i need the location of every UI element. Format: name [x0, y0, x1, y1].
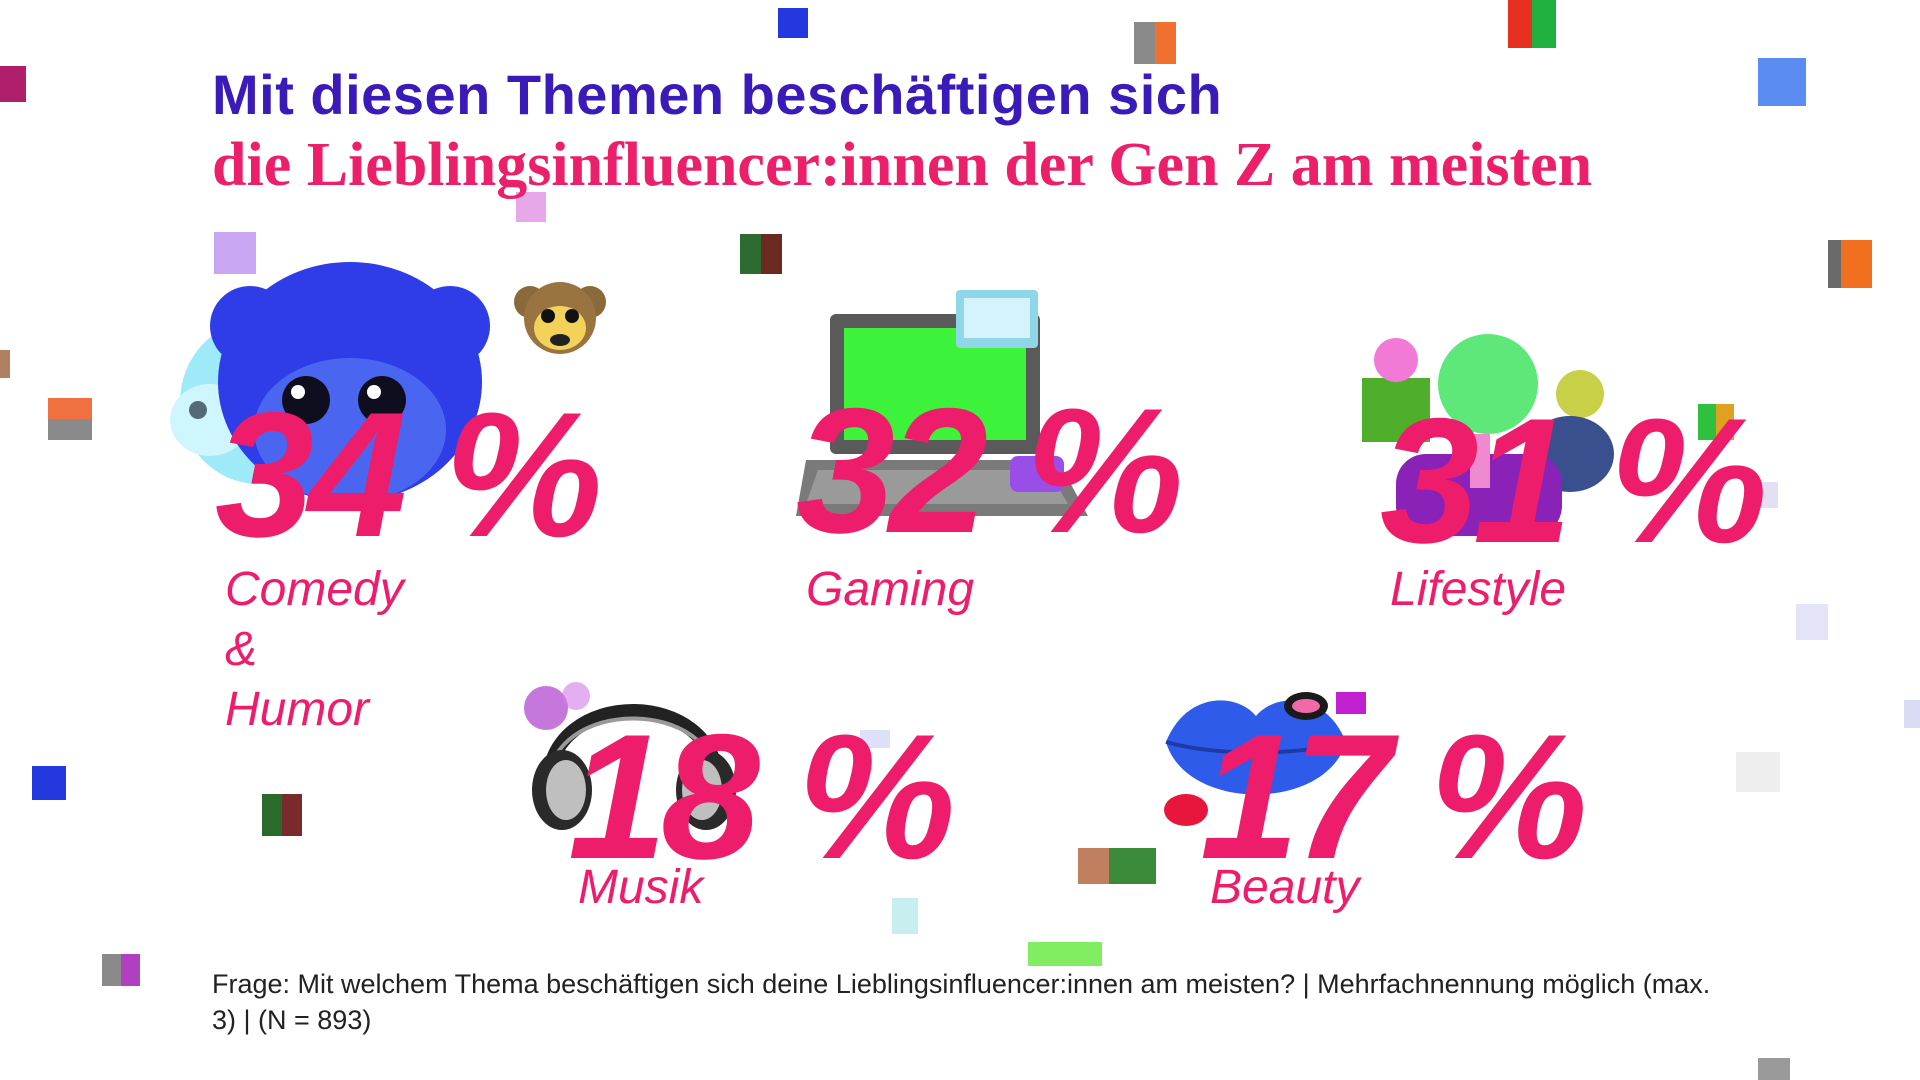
- pixel-square: [48, 398, 92, 440]
- stat-label: Comedy & Humor: [225, 563, 404, 736]
- pixel-square: [1796, 604, 1828, 640]
- pixel-square: [1758, 58, 1806, 106]
- page-subtitle: die Lieblingsinfluencer:innen der Gen Z …: [212, 131, 1593, 199]
- pixel-square: [32, 766, 66, 800]
- pixel-square: [0, 66, 26, 102]
- page-title: Mit diesen Themen beschäftigen sich: [212, 63, 1223, 126]
- stat-label: Gaming: [806, 563, 975, 616]
- stat-value: 34 %: [215, 375, 603, 574]
- pixel-square: [1828, 240, 1872, 288]
- pixel-square: [1904, 700, 1920, 728]
- pixel-square: [516, 192, 546, 222]
- pixel-square: [1736, 752, 1780, 792]
- lips-icon: [1164, 692, 1347, 826]
- stat-value: 31 %: [1380, 381, 1768, 580]
- pixel-square: [860, 730, 890, 748]
- pixel-square: [214, 232, 256, 274]
- pixel-square: [0, 350, 10, 378]
- pixel-square: [102, 954, 140, 986]
- lifestyle-icon: [1362, 334, 1614, 536]
- stat-label: Beauty: [1210, 861, 1360, 914]
- stat-value: 32 %: [796, 371, 1184, 570]
- pixel-square: [1028, 942, 1102, 966]
- pixel-square: [1698, 404, 1734, 440]
- pixel-square: [778, 8, 808, 38]
- pixel-square: [1134, 22, 1176, 64]
- stat-label: Musik: [578, 861, 704, 914]
- pixel-square: [1508, 0, 1556, 48]
- pixel-square: [892, 898, 918, 934]
- headphones-icon: [524, 682, 736, 830]
- footnote: Frage: Mit welchem Thema beschäftigen si…: [212, 969, 1711, 1035]
- pixel-square: [1746, 482, 1778, 508]
- pixel-square: [262, 794, 302, 836]
- stat-value: 18 %: [568, 697, 956, 896]
- monkey-icon: [170, 262, 606, 502]
- pixel-square: [1336, 692, 1366, 714]
- pixel-square: [740, 234, 782, 274]
- stat-value: 17 %: [1200, 697, 1588, 896]
- pixel-square: [1078, 848, 1156, 884]
- pixel-square: [1758, 1058, 1790, 1080]
- stat-label: Lifestyle: [1390, 563, 1567, 616]
- laptop-icon: [796, 290, 1088, 516]
